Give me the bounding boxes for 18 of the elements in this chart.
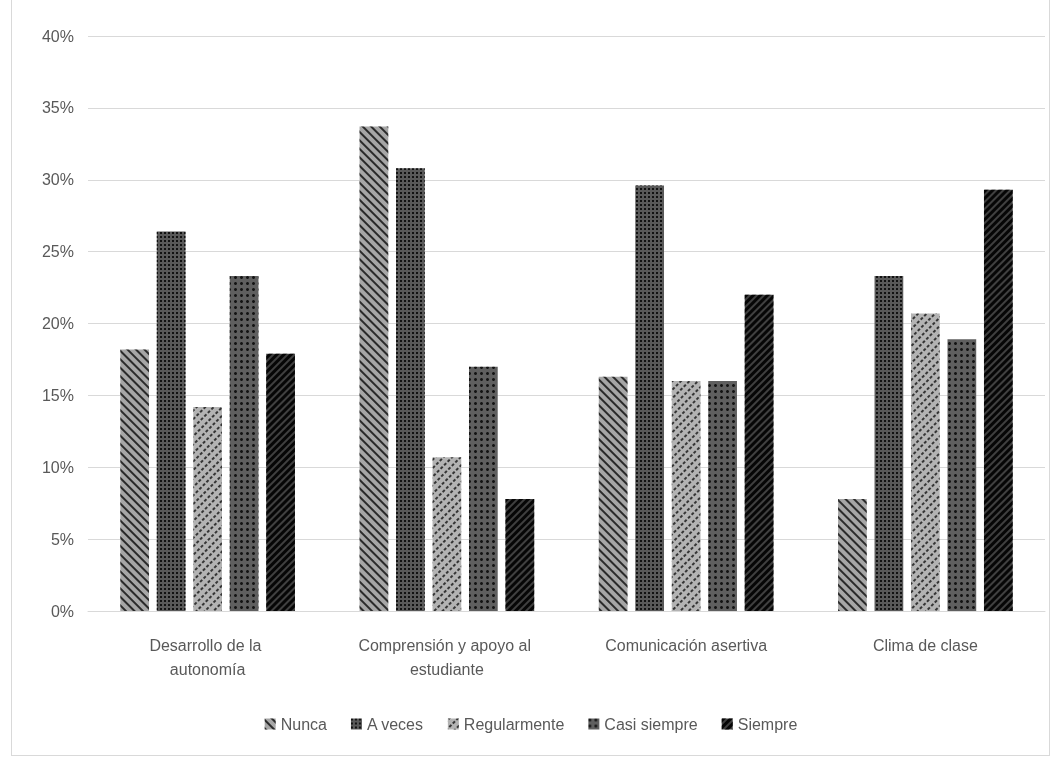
y-tick-label: 5%: [50, 530, 74, 548]
y-tick-label: 40%: [41, 27, 74, 45]
y-tick-label: 20%: [41, 315, 74, 332]
legend-label: A veces: [366, 715, 423, 733]
y-tick-label: 10%: [41, 458, 74, 476]
legend-label: Regularmente: [463, 715, 565, 733]
x-tick-label: Clima de clase: [872, 636, 978, 654]
legend-label: Siempre: [737, 715, 798, 733]
legend-label: Nunca: [280, 715, 328, 733]
y-tick-label: 35%: [41, 99, 74, 117]
y-tick-label: 30%: [41, 171, 74, 189]
y-tick-label: 25%: [41, 243, 74, 261]
legend-label: Casi siempre: [604, 715, 698, 733]
x-tick-label: Comunicación asertiva: [605, 636, 768, 654]
y-tick-label: 0%: [50, 602, 74, 620]
x-tick-label: Comprensión y apoyo al estudiante: [358, 636, 536, 678]
y-tick-label: 15%: [41, 386, 74, 404]
x-tick-label: Desarrollo de la autonomía: [149, 636, 266, 678]
